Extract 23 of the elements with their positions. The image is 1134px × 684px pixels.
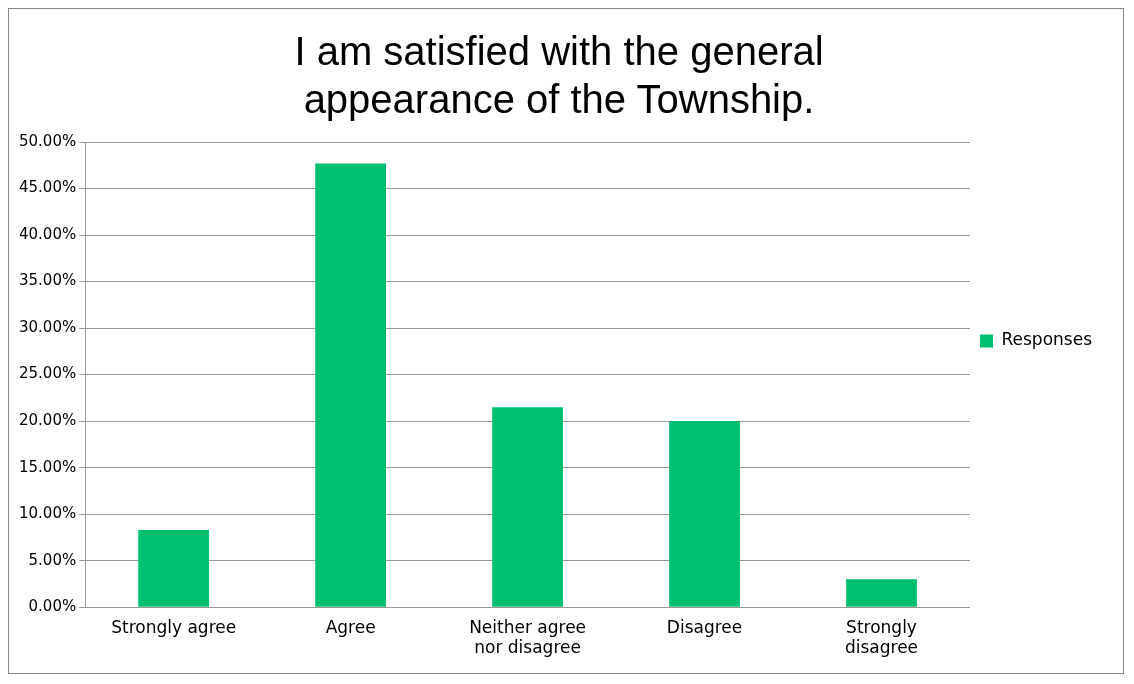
x-tick-label: Strongly disagree bbox=[844, 616, 919, 658]
y-tick-label: 5.00% bbox=[28, 550, 77, 569]
y-tick-label: 45.00% bbox=[18, 178, 77, 197]
y-tick-label: 10.00% bbox=[18, 504, 77, 523]
y-tick-label: 15.00% bbox=[18, 457, 77, 476]
y-tick-label: 30.00% bbox=[18, 317, 77, 336]
bar bbox=[846, 579, 917, 607]
bar bbox=[315, 163, 387, 607]
y-tick-label: 50.00% bbox=[18, 131, 77, 150]
y-tick-label: 35.00% bbox=[18, 271, 77, 290]
legend-label: Responses bbox=[1001, 329, 1093, 350]
y-tick-label: 40.00% bbox=[18, 224, 77, 243]
chart-title: I am satisfied with the general appearance of the Township. bbox=[294, 29, 824, 122]
y-tick-label: 0.00% bbox=[28, 597, 77, 616]
bar bbox=[492, 407, 563, 607]
x-tick-label: Strongly agree bbox=[111, 616, 237, 637]
y-tick-label: 20.00% bbox=[18, 411, 77, 430]
x-tick-label: Disagree bbox=[666, 616, 743, 637]
bar bbox=[138, 529, 210, 607]
bar bbox=[669, 421, 740, 607]
y-tick-label: 25.00% bbox=[18, 364, 77, 383]
x-tick-label: Neither agree nor disagree bbox=[469, 616, 587, 658]
x-tick-label: Agree bbox=[325, 616, 376, 637]
